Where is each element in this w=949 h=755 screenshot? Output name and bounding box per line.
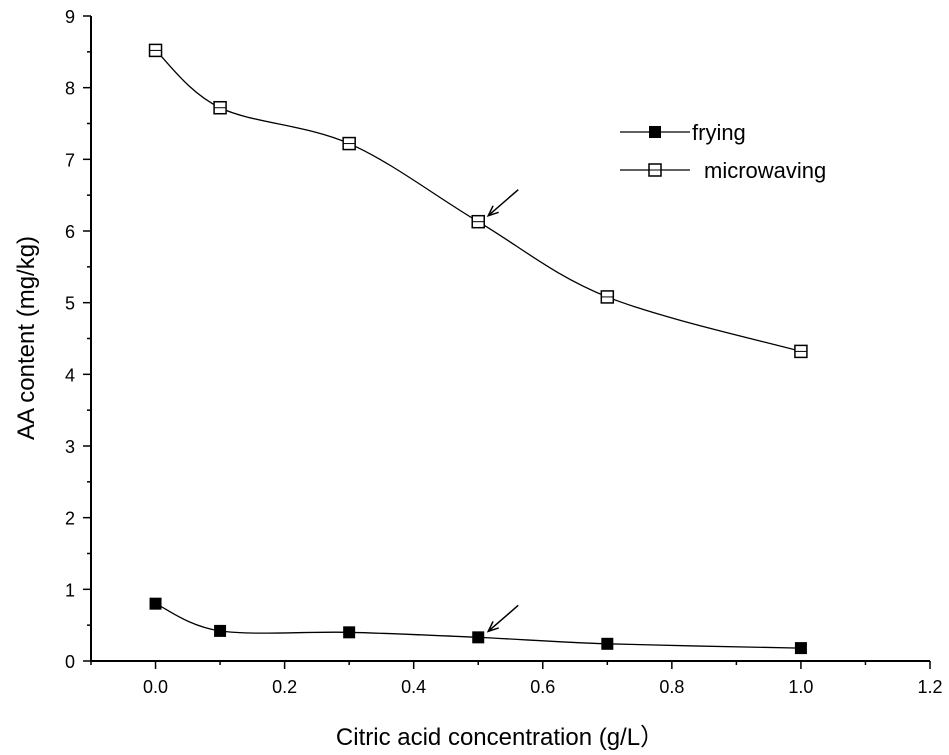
x-ticks: 0.0 0.2 0.4 0.6 0.8 1.0 1.2 bbox=[90, 661, 943, 697]
data-point-frying bbox=[472, 631, 485, 644]
data-point-frying bbox=[214, 624, 227, 637]
data-point-frying bbox=[601, 637, 614, 650]
x-tick-label: 0.6 bbox=[530, 677, 555, 697]
y-ticks: 0 1 2 3 4 5 6 7 8 9 bbox=[65, 7, 91, 672]
series-frying bbox=[149, 597, 807, 655]
legend: frying microwaving bbox=[620, 120, 826, 183]
y-axis-title: AA content (mg/kg) bbox=[13, 236, 40, 440]
data-point-microwaving bbox=[600, 290, 615, 304]
y-tick-label: 9 bbox=[65, 7, 75, 27]
data-point-microwaving bbox=[148, 43, 163, 58]
y-tick-label: 2 bbox=[65, 509, 75, 529]
data-point-microwaving bbox=[213, 100, 227, 115]
legend-marker bbox=[649, 126, 661, 138]
data-point-microwaving bbox=[342, 136, 356, 151]
arrow-shaft bbox=[487, 604, 519, 632]
y-tick-label: 1 bbox=[65, 580, 75, 600]
x-tick-label: 1.0 bbox=[788, 677, 813, 697]
y-tick-label: 5 bbox=[65, 294, 75, 314]
legend-label: microwaving bbox=[704, 158, 826, 183]
series-line-microwaving bbox=[155, 49, 802, 353]
data-point-frying bbox=[794, 642, 807, 655]
y-tick-label: 6 bbox=[65, 222, 75, 242]
data-point-frying bbox=[149, 597, 162, 610]
legend-entry-microwaving: microwaving bbox=[620, 158, 826, 183]
arrow-annotation-frying bbox=[486, 604, 519, 633]
annotations bbox=[486, 189, 519, 633]
y-tick-label: 0 bbox=[65, 652, 75, 672]
series-microwaving bbox=[148, 43, 808, 359]
legend-label: frying bbox=[692, 120, 746, 145]
y-tick-label: 8 bbox=[65, 79, 75, 99]
x-tick-label: 0.2 bbox=[272, 677, 297, 697]
legend-marker bbox=[648, 163, 662, 177]
arrow-head bbox=[486, 205, 499, 217]
data-point-microwaving bbox=[471, 214, 485, 229]
y-tick-label: 7 bbox=[65, 150, 75, 170]
data-point-frying bbox=[343, 626, 356, 639]
y-tick-label: 3 bbox=[65, 437, 75, 457]
x-tick-label: 0.4 bbox=[401, 677, 426, 697]
arrow-annotation-microwaving bbox=[486, 189, 519, 217]
legend-entry-frying: frying bbox=[620, 120, 746, 145]
x-tick-label: 0.0 bbox=[143, 677, 168, 697]
arrow-shaft bbox=[487, 189, 519, 217]
series-layer bbox=[148, 43, 808, 655]
x-axis-title: Citric acid concentration (g/L） bbox=[336, 724, 664, 751]
x-tick-label: 1.2 bbox=[917, 677, 942, 697]
y-tick-label: 4 bbox=[65, 365, 75, 385]
data-point-microwaving bbox=[794, 344, 808, 359]
arrow-head bbox=[486, 621, 499, 633]
x-tick-label: 0.8 bbox=[659, 677, 684, 697]
